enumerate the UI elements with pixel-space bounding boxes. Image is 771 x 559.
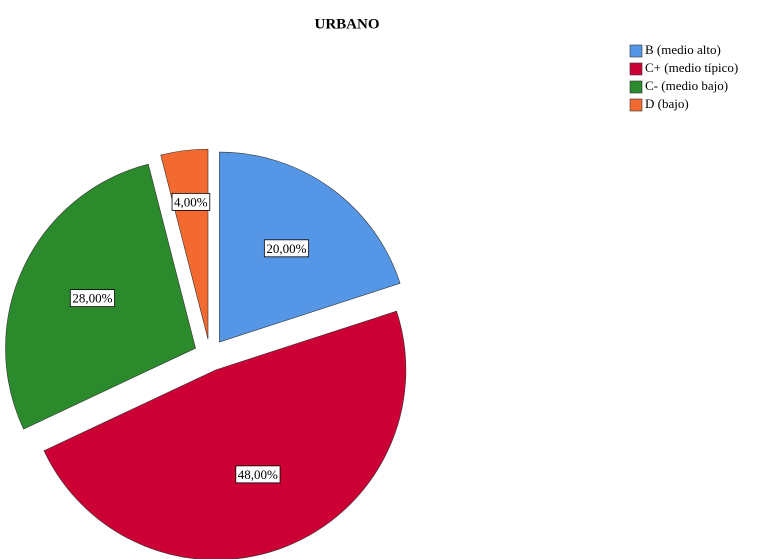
legend-swatch: [629, 44, 643, 58]
value-label-box: [69, 289, 115, 308]
value-label-box: [263, 239, 310, 258]
legend-label: C- (medio bajo): [645, 78, 728, 93]
value-label-box: [235, 465, 281, 484]
value-label: 28,00%: [72, 291, 112, 306]
value-label-box: [171, 192, 211, 211]
pie-slice: [219, 151, 401, 343]
legend-label: B (medio alto): [645, 42, 721, 57]
legend-label: D (bajo): [645, 96, 689, 111]
value-label: 48,00%: [238, 467, 278, 482]
chart-title: URBANO: [314, 16, 379, 32]
value-label: 4,00%: [174, 194, 208, 209]
legend-swatch: [629, 62, 643, 76]
legend-swatch: [629, 80, 643, 94]
value-label: 20,00%: [266, 241, 306, 256]
pie-slice: [43, 310, 407, 559]
legend-swatch: [629, 98, 643, 112]
legend-label: C+ (medio típico): [645, 60, 738, 75]
